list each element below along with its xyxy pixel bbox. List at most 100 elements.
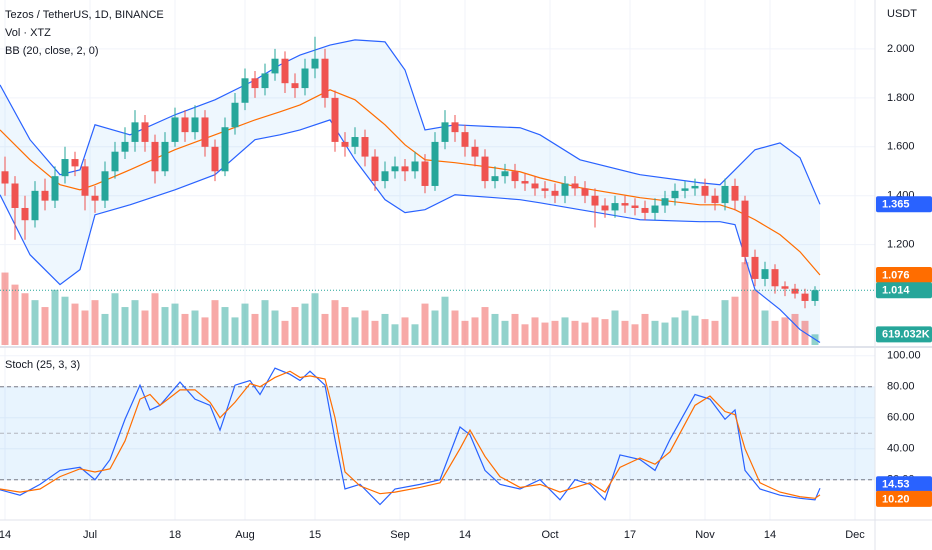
- volume-bar: [71, 303, 79, 345]
- volume-bar: [591, 317, 599, 345]
- stoch-badge-label: 14.53: [882, 479, 910, 491]
- volume-bar: [621, 320, 629, 345]
- candle-body: [291, 83, 299, 89]
- volume-bar: [181, 313, 189, 345]
- candle-body: [61, 159, 69, 177]
- volume-bar: [11, 284, 19, 345]
- x-tick-label: Sep: [390, 529, 410, 541]
- volume-bar: [671, 317, 679, 345]
- candle-body: [101, 171, 109, 201]
- candle-body: [481, 156, 489, 182]
- volume-bar: [281, 320, 289, 345]
- volume-bar: [501, 320, 509, 345]
- candle-body: [581, 188, 589, 196]
- volume-bar: [711, 320, 719, 345]
- volume-bar: [251, 313, 259, 345]
- volume-bar: [551, 320, 559, 345]
- candle-body: [651, 205, 659, 213]
- y-tick-label: 60.00: [887, 412, 915, 424]
- volume-bar: [141, 310, 149, 345]
- volume-bar: [701, 319, 709, 345]
- candle-body: [751, 256, 759, 279]
- volume-bar: [311, 293, 319, 345]
- candle-body: [721, 185, 729, 204]
- candle-body: [691, 185, 699, 189]
- candle-body: [201, 117, 209, 147]
- candle-body: [811, 290, 819, 301]
- stoch-line: [0, 367, 821, 506]
- candle-body: [221, 127, 229, 172]
- candle-body: [21, 207, 29, 221]
- candle-body: [711, 195, 719, 204]
- candle-body: [521, 181, 529, 184]
- candle-body: [451, 122, 459, 133]
- candle-body: [571, 183, 579, 189]
- volume-bar: [231, 317, 239, 345]
- main-pane: [0, 36, 875, 345]
- candle-body: [211, 146, 219, 172]
- volume-bar: [221, 307, 229, 345]
- candle-body: [331, 97, 339, 142]
- y-tick-label: 100.00: [887, 350, 921, 362]
- volume-bar: [441, 296, 449, 345]
- currency-label: USDT: [887, 8, 917, 20]
- candle-body: [41, 190, 49, 201]
- candle-body: [141, 122, 149, 142]
- candle-body: [791, 288, 799, 294]
- volume-bar: [791, 313, 799, 345]
- x-tick-label: 14: [459, 529, 471, 541]
- stoch-badge: [876, 476, 932, 493]
- candle-body: [781, 286, 789, 289]
- x-tick-label: Jul: [83, 529, 97, 541]
- volume-bar: [691, 315, 699, 345]
- volume-bar: [301, 303, 309, 345]
- y-tick-label: 1.200: [887, 239, 915, 251]
- candle-body: [121, 141, 129, 152]
- price-badge: [876, 326, 932, 343]
- candle-body: [311, 58, 319, 69]
- stoch-badge-label: 10.20: [882, 493, 910, 505]
- volume-bar: [741, 262, 749, 345]
- volume-bar: [731, 296, 739, 345]
- volume-bar: [641, 313, 649, 345]
- volume-bar: [341, 307, 349, 345]
- x-tick-label: 18: [169, 529, 181, 541]
- volume-bar: [401, 317, 409, 345]
- candle-body: [11, 183, 19, 208]
- volume-bar: [121, 307, 129, 345]
- price-badge-label: 1.365: [882, 199, 910, 211]
- volume-bar: [531, 317, 539, 345]
- candle-body: [501, 171, 509, 177]
- volume-bar: [21, 293, 29, 345]
- candle-body: [281, 58, 289, 84]
- volume-bar: [581, 322, 589, 345]
- bb-lower: [0, 119, 821, 344]
- candle-body: [431, 141, 439, 186]
- volume-bar: [491, 313, 499, 345]
- volume-bar: [191, 310, 199, 345]
- candle-body: [321, 58, 329, 98]
- volume-bar: [431, 310, 439, 345]
- chart-title: Tezos / TetherUS, 1D, BINANCE: [5, 9, 164, 21]
- volume-bar: [571, 320, 579, 345]
- candle-body: [261, 73, 269, 89]
- candle-body: [671, 190, 679, 199]
- volume-bar: [411, 324, 419, 345]
- y-tick-label: 80.00: [887, 381, 915, 393]
- volume-bar: [761, 310, 769, 345]
- volume-bar: [601, 319, 609, 345]
- candle-body: [391, 166, 399, 172]
- volume-bar: [131, 300, 139, 345]
- candle-body: [51, 176, 59, 201]
- bb-title: BB (20, close, 2, 0): [5, 45, 99, 57]
- candle-body: [151, 141, 159, 172]
- volume-bar: [241, 303, 249, 345]
- volume-bar: [471, 317, 479, 345]
- y-tick-label: 1.600: [887, 141, 915, 153]
- candle-body: [761, 269, 769, 279]
- candle-body: [111, 151, 119, 172]
- candle-body: [731, 185, 739, 201]
- candle-body: [411, 161, 419, 172]
- volume-bar: [101, 313, 109, 345]
